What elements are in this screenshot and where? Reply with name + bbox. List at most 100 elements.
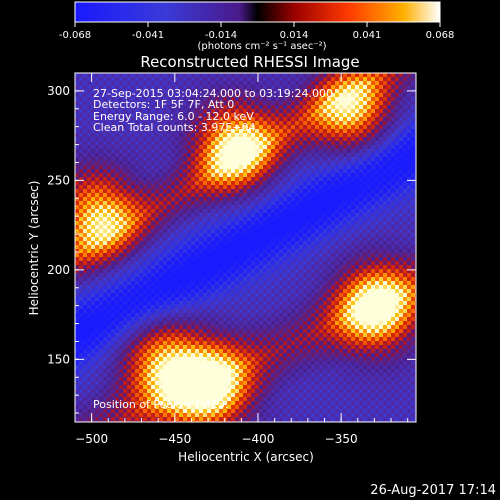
heatmap-cell <box>347 145 351 149</box>
heatmap-cell <box>215 117 219 121</box>
heatmap-cell <box>363 269 367 273</box>
heatmap-cell <box>191 289 195 293</box>
heatmap-cell <box>207 221 211 225</box>
heatmap-cell <box>323 197 327 201</box>
heatmap-cell <box>319 157 323 161</box>
heatmap-cell <box>403 197 407 201</box>
heatmap-cell <box>399 229 403 233</box>
heatmap-cell <box>127 241 131 245</box>
heatmap-cell <box>263 277 267 281</box>
heatmap-cell <box>227 189 231 193</box>
heatmap-cell <box>367 269 371 273</box>
heatmap-cell <box>331 105 335 109</box>
heatmap-cell <box>315 93 319 97</box>
heatmap-cell <box>311 121 315 125</box>
heatmap-cell <box>347 93 351 97</box>
heatmap-cell <box>403 273 407 277</box>
heatmap-cell <box>263 153 267 157</box>
heatmap-cell <box>103 153 107 157</box>
heatmap-cell <box>87 101 91 105</box>
heatmap-cell <box>191 297 195 301</box>
heatmap-cell <box>99 261 103 265</box>
heatmap-cell <box>211 257 215 261</box>
heatmap-cell <box>123 233 127 237</box>
heatmap-cell <box>95 105 99 109</box>
heatmap-cell <box>163 189 167 193</box>
heatmap-cell <box>359 129 363 133</box>
heatmap-cell <box>227 241 231 245</box>
heatmap-cell <box>283 229 287 233</box>
heatmap-cell <box>183 153 187 157</box>
heatmap-cell <box>127 237 131 241</box>
heatmap-cell <box>299 177 303 181</box>
heatmap-cell <box>403 97 407 101</box>
heatmap-cell <box>235 81 239 85</box>
heatmap-cell <box>99 241 103 245</box>
heatmap-cell <box>239 217 243 221</box>
heatmap-cell <box>107 261 111 265</box>
heatmap-cell <box>287 273 291 277</box>
heatmap-cell <box>295 169 299 173</box>
heatmap-cell <box>355 177 359 181</box>
heatmap-cell <box>387 157 391 161</box>
heatmap-cell <box>371 161 375 165</box>
heatmap-cell <box>91 93 95 97</box>
heatmap-cell <box>83 277 87 281</box>
heatmap-cell <box>251 269 255 273</box>
heatmap-cell <box>127 93 131 97</box>
heatmap-cell <box>211 201 215 205</box>
heatmap-cell <box>347 117 351 121</box>
heatmap-cell <box>375 149 379 153</box>
heatmap-cell <box>187 97 191 101</box>
heatmap-cell <box>163 113 167 117</box>
heatmap-cell <box>411 145 415 149</box>
heatmap-cell <box>219 181 223 185</box>
heatmap-cell <box>111 89 115 93</box>
heatmap-cell <box>143 241 147 245</box>
heatmap-cell <box>167 121 171 125</box>
heatmap-cell <box>87 173 91 177</box>
heatmap-cell <box>315 189 319 193</box>
heatmap-cell <box>191 77 195 81</box>
heatmap-cell <box>115 301 119 305</box>
heatmap-cell <box>159 73 163 77</box>
heatmap-cell <box>259 217 263 221</box>
heatmap-cell <box>251 197 255 201</box>
heatmap-cell <box>243 157 247 161</box>
heatmap-cell <box>327 269 331 273</box>
heatmap-cell <box>75 101 79 105</box>
heatmap-cell <box>79 173 83 177</box>
heatmap-cell <box>75 257 79 261</box>
heatmap-cell <box>171 89 175 93</box>
heatmap-cell <box>103 157 107 161</box>
heatmap-cell <box>383 73 387 77</box>
heatmap-cell <box>95 157 99 161</box>
heatmap-cell <box>123 93 127 97</box>
heatmap-cell <box>211 173 215 177</box>
heatmap-cell <box>259 229 263 233</box>
heatmap-cell <box>95 137 99 141</box>
heatmap-cell <box>383 149 387 153</box>
heatmap-cell <box>271 273 275 277</box>
heatmap-cell <box>111 117 115 121</box>
heatmap-cell <box>271 161 275 165</box>
heatmap-cell <box>199 81 203 85</box>
heatmap-cell <box>391 97 395 101</box>
heatmap-cell <box>155 97 159 101</box>
heatmap-cell <box>147 185 151 189</box>
heatmap-cell <box>207 153 211 157</box>
heatmap-cell <box>279 169 283 173</box>
heatmap-cell <box>379 209 383 213</box>
heatmap-cell <box>179 269 183 273</box>
heatmap-cell <box>123 293 127 297</box>
heatmap-cell <box>371 121 375 125</box>
heatmap-cell <box>275 109 279 113</box>
heatmap-cell <box>223 113 227 117</box>
heatmap-cell <box>383 301 387 305</box>
heatmap-cell <box>243 233 247 237</box>
heatmap-cell <box>91 145 95 149</box>
heatmap-cell <box>99 185 103 189</box>
heatmap-cell <box>79 157 83 161</box>
heatmap-cell <box>287 101 291 105</box>
heatmap-cell <box>335 169 339 173</box>
